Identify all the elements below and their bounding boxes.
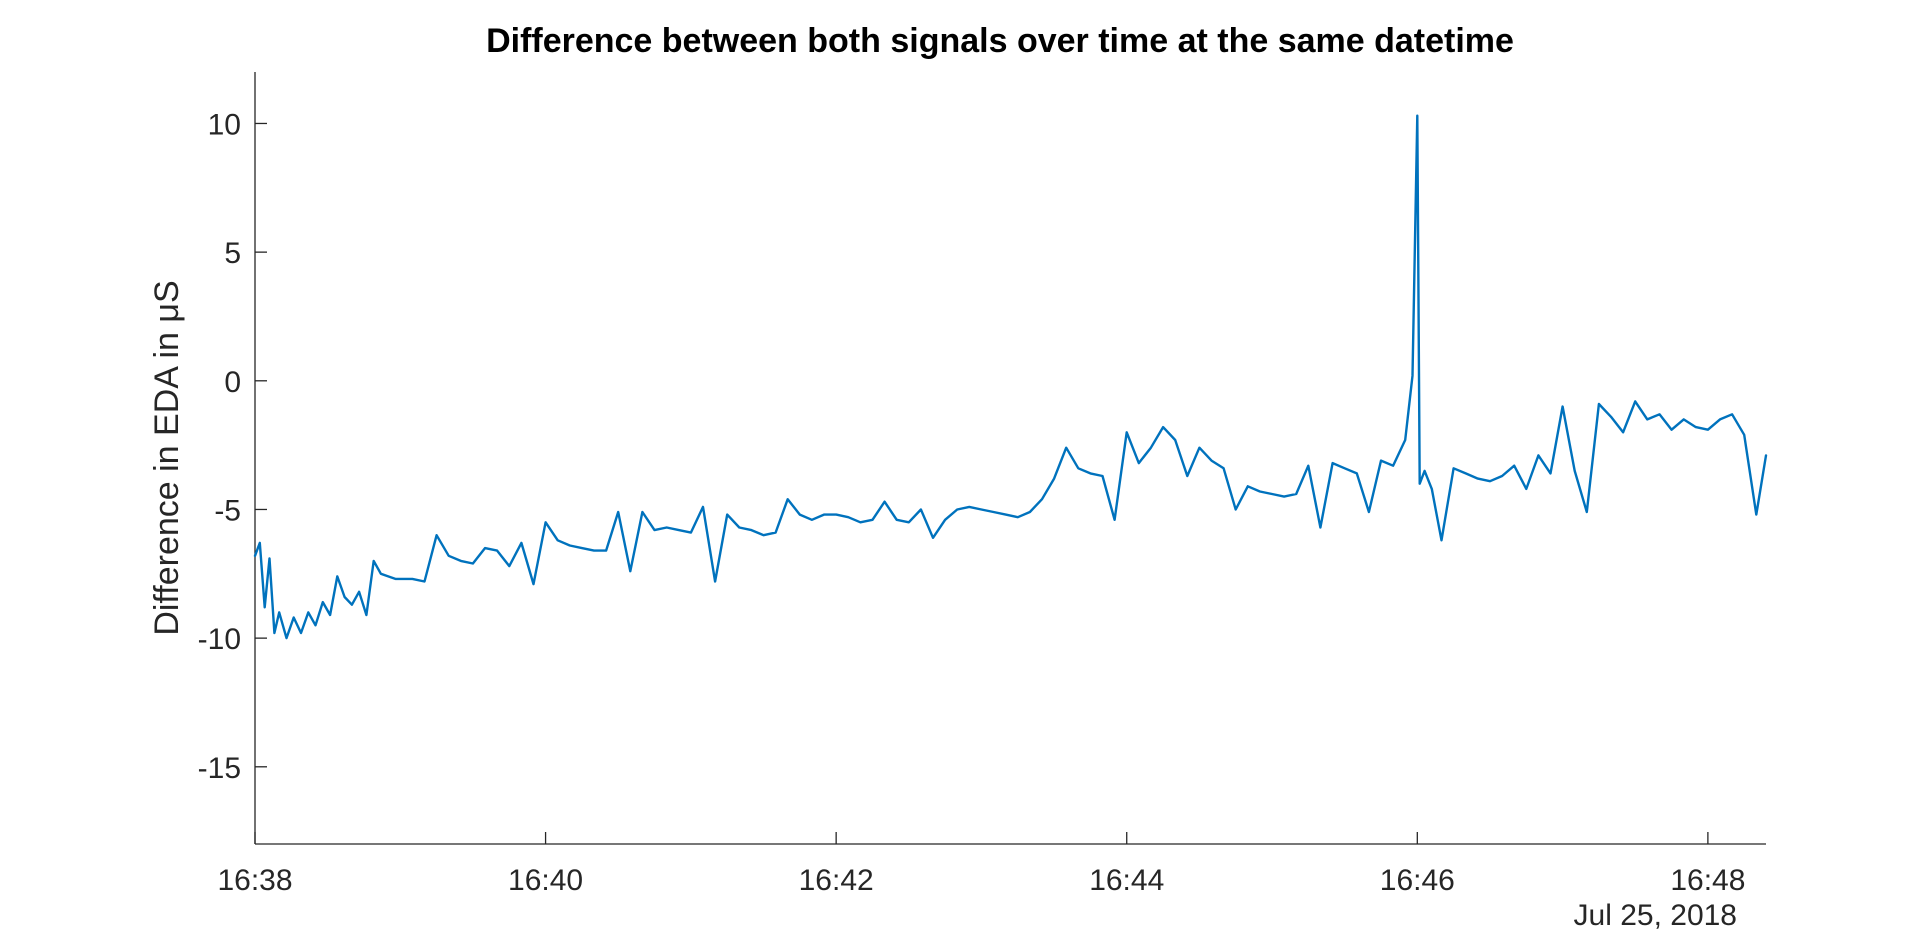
date-label: Jul 25, 2018 — [1574, 899, 1737, 932]
y-tick-label: 0 — [224, 366, 241, 399]
y-tick-label: -10 — [198, 623, 241, 656]
x-tick-label: 16:44 — [1089, 864, 1164, 897]
y-ticks: 10 5 0 -5 -10 -15 — [198, 108, 267, 785]
x-tick-label: 16:48 — [1670, 864, 1745, 897]
plot-area — [253, 114, 1768, 640]
y-tick-label: -15 — [198, 752, 241, 785]
y-axis-label: Difference in EDA in μS — [148, 280, 186, 635]
x-tick-label: 16:46 — [1380, 864, 1455, 897]
x-tick-label: 16:40 — [508, 864, 583, 897]
x-ticks: 16:38 16:40 16:42 16:44 16:46 16:48 — [217, 832, 1745, 897]
axes — [254, 72, 1766, 845]
x-tick-label: 16:42 — [799, 864, 874, 897]
y-tick-label: -5 — [214, 494, 241, 527]
y-tick-label: 5 — [224, 237, 241, 270]
y-tick-label: 10 — [208, 108, 241, 141]
x-tick-label: 16:38 — [217, 864, 292, 897]
series-line-0 — [253, 114, 1768, 640]
chart-title: Difference between both signals over tim… — [486, 22, 1514, 60]
